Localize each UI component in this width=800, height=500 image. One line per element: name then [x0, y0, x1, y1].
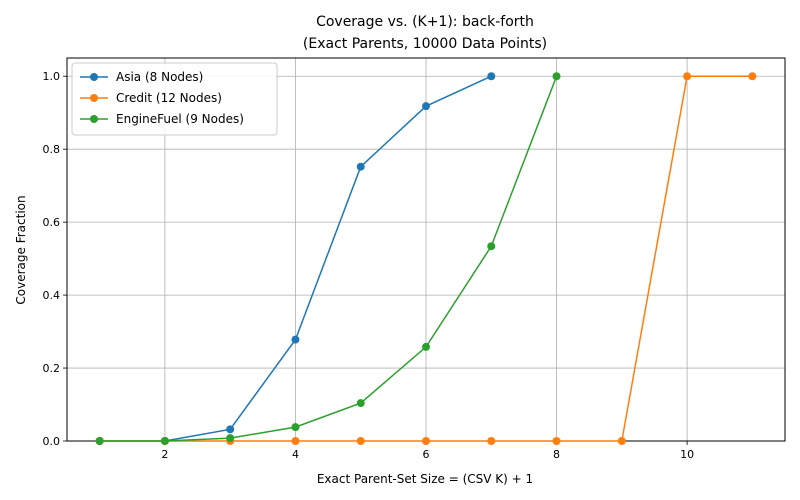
data-point	[422, 342, 430, 351]
data-point	[487, 242, 496, 251]
axis-ticks: 2 4 6 8 10 0.0 0.2 0.4 0.6 0.8 1.0	[43, 70, 695, 461]
chart-title-line-2: (Exact Parents, 10000 Data Points)	[303, 36, 547, 52]
y-tick-label: 0.2	[43, 362, 61, 375]
data-point	[291, 437, 300, 445]
legend-item: EngineFuel (9 Nodes)	[80, 112, 244, 126]
data-point	[683, 72, 692, 81]
data-point	[95, 437, 104, 445]
y-axis-label: Coverage Fraction	[14, 195, 28, 304]
y-tick-label: 0.6	[43, 216, 61, 229]
data-point	[356, 437, 365, 445]
x-tick-label: 6	[423, 448, 430, 461]
chart-title-line-1: Coverage vs. (K+1): back-forth	[316, 14, 534, 30]
legend-marker	[90, 94, 98, 102]
legend-item: Asia (8 Nodes)	[80, 70, 203, 84]
data-point	[160, 437, 169, 445]
data-point	[422, 102, 430, 111]
legend: Asia (8 Nodes) Credit (12 Nodes) EngineFue…	[71, 62, 278, 136]
legend-box	[71, 62, 278, 136]
data-point	[617, 437, 626, 445]
series-lines	[95, 72, 757, 445]
data-point	[422, 437, 430, 445]
data-point	[487, 437, 496, 445]
data-point	[291, 423, 300, 432]
data-point	[226, 425, 235, 434]
legend-item: Credit (12 Nodes)	[80, 91, 222, 105]
data-point	[291, 335, 300, 344]
data-point	[487, 72, 496, 81]
legend-marker	[90, 115, 98, 123]
data-point	[748, 72, 757, 81]
series-3	[95, 72, 561, 445]
legend-label: Credit (12 Nodes)	[116, 91, 222, 105]
data-point	[552, 437, 561, 445]
data-point	[552, 72, 561, 81]
data-point	[356, 399, 365, 408]
y-tick-label: 1.0	[43, 70, 61, 83]
data-point	[356, 162, 365, 171]
x-axis-label: Exact Parent-Set Size = (CSV K) + 1	[317, 472, 533, 486]
x-tick-label: 4	[292, 448, 299, 461]
data-point	[226, 434, 235, 443]
y-tick-label: 0.0	[43, 435, 61, 448]
x-tick-label: 8	[553, 448, 560, 461]
x-tick-label: 2	[161, 448, 168, 461]
series-line	[99, 75, 558, 442]
legend-marker	[90, 73, 98, 81]
y-tick-label: 0.8	[43, 143, 61, 156]
y-tick-label: 0.4	[43, 289, 61, 302]
x-tick-label: 10	[680, 448, 694, 461]
legend-label: EngineFuel (9 Nodes)	[116, 112, 244, 126]
legend-label: Asia (8 Nodes)	[116, 70, 203, 84]
